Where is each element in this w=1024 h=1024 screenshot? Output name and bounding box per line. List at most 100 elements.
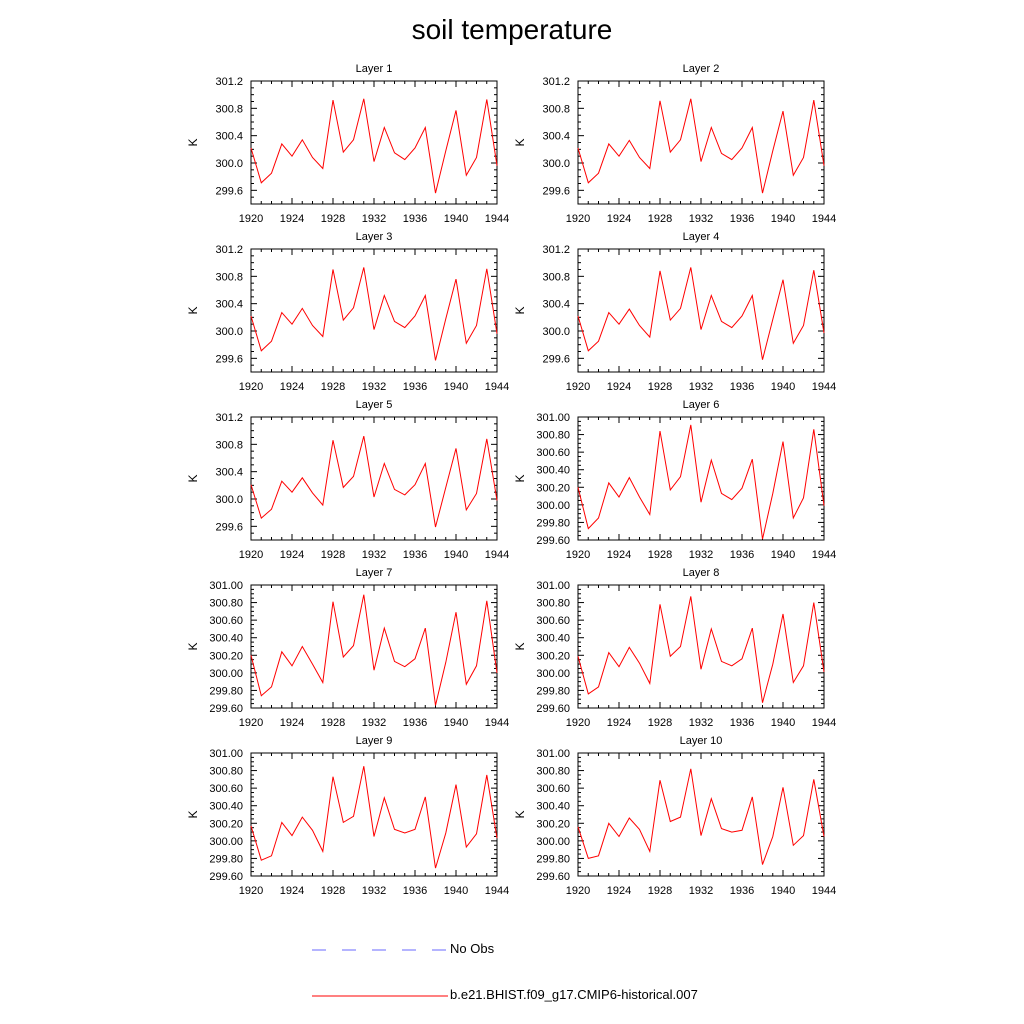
x-tick-label: 1944	[812, 717, 836, 729]
x-tick-label: 1944	[485, 549, 509, 561]
x-tick-label: 1924	[607, 885, 631, 897]
x-tick-label: 1936	[403, 213, 427, 225]
y-tick-label: 299.60	[536, 535, 570, 547]
y-axis-label: K	[513, 306, 527, 314]
x-tick-label: 1920	[566, 885, 590, 897]
x-tick-label: 1944	[485, 213, 509, 225]
legend-swatch-no-obs	[312, 949, 448, 951]
y-tick-label: 300.0	[542, 326, 570, 338]
x-tick-label: 1928	[321, 549, 345, 561]
plot-frame	[577, 248, 825, 373]
legend-item-model: b.e21.BHIST.f09_g17.CMIP6-historical.007	[312, 986, 732, 1006]
panel-title: Layer 3	[356, 231, 393, 243]
x-tick-label: 1932	[689, 717, 713, 729]
x-tick-label: 1920	[239, 381, 263, 393]
series-line	[577, 267, 825, 360]
series-line	[250, 267, 498, 361]
y-tick-label: 300.60	[209, 615, 243, 627]
x-tick-label: 1940	[771, 381, 795, 393]
series-line	[577, 596, 825, 703]
panel-title: Layer 5	[356, 399, 393, 411]
x-tick-label: 1932	[362, 213, 386, 225]
y-tick-label: 300.60	[209, 783, 243, 795]
x-tick-label: 1940	[771, 885, 795, 897]
y-tick-label: 300.00	[209, 668, 243, 680]
y-tick-label: 299.80	[536, 517, 570, 529]
x-tick-label: 1936	[403, 549, 427, 561]
x-tick-label: 1928	[321, 717, 345, 729]
y-tick-label: 301.00	[209, 580, 243, 592]
panel-layer-8: Layer 8 1920 1924 1928 1932 1936 1940 1944 299.6…	[513, 567, 836, 729]
x-tick-label: 1920	[566, 549, 590, 561]
y-tick-label: 300.20	[536, 818, 570, 830]
y-tick-label: 300.60	[536, 783, 570, 795]
y-tick-label: 300.4	[215, 131, 243, 143]
x-tick-label: 1924	[280, 885, 304, 897]
plot-frame	[577, 752, 825, 877]
x-tick-label: 1944	[485, 885, 509, 897]
x-tick-label: 1940	[771, 213, 795, 225]
panel-layer-3: Layer 3 1920 1924 1928 1932 1936 1940 1944 299.6…	[186, 231, 509, 393]
y-axis-label: K	[513, 642, 527, 650]
x-tick-label: 1920	[566, 381, 590, 393]
y-tick-label: 299.6	[215, 353, 243, 365]
y-tick-label: 299.60	[536, 871, 570, 883]
panel-title: Layer 7	[356, 567, 393, 579]
x-tick-label: 1940	[771, 717, 795, 729]
y-tick-label: 301.2	[542, 244, 570, 256]
panel-title: Layer 8	[683, 567, 720, 579]
x-tick-label: 1940	[444, 549, 468, 561]
y-tick-label: 300.60	[536, 447, 570, 459]
x-tick-label: 1928	[648, 381, 672, 393]
x-tick-label: 1932	[689, 885, 713, 897]
panel-title: Layer 9	[356, 735, 393, 747]
panel-title: Layer 1	[356, 63, 393, 75]
y-tick-label: 301.2	[542, 76, 570, 88]
plot-frame	[250, 248, 498, 373]
y-axis-label: K	[186, 474, 200, 482]
y-tick-label: 299.60	[536, 703, 570, 715]
y-tick-label: 300.20	[536, 482, 570, 494]
y-tick-label: 300.20	[536, 650, 570, 662]
series-line	[250, 435, 498, 528]
y-tick-label: 300.4	[542, 131, 570, 143]
x-tick-label: 1924	[280, 549, 304, 561]
x-tick-label: 1944	[812, 885, 836, 897]
y-tick-label: 300.80	[536, 766, 570, 778]
x-tick-label: 1920	[239, 717, 263, 729]
y-tick-label: 299.6	[542, 353, 570, 365]
y-tick-label: 299.60	[209, 703, 243, 715]
panel-layer-7: Layer 7 1920 1924 1928 1932 1936 1940 1944 299.6…	[186, 567, 509, 729]
y-tick-label: 300.80	[209, 598, 243, 610]
y-tick-label: 299.60	[209, 871, 243, 883]
x-tick-label: 1936	[730, 549, 754, 561]
panel-layer-1: Layer 1 1920 1924 1928 1932 1936 1940 1944 299.6…	[186, 63, 509, 225]
legend-swatch-model	[312, 995, 448, 997]
y-tick-label: 300.80	[209, 766, 243, 778]
x-tick-label: 1928	[648, 717, 672, 729]
panel-layer-5: Layer 5 1920 1924 1928 1932 1936 1940 1944 299.6…	[186, 399, 509, 561]
plot-frame	[250, 80, 498, 205]
series-line	[250, 766, 498, 869]
series-line	[577, 768, 825, 865]
y-tick-label: 300.40	[209, 801, 243, 813]
y-tick-label: 300.40	[536, 465, 570, 477]
x-tick-label: 1936	[730, 213, 754, 225]
x-tick-label: 1932	[362, 717, 386, 729]
y-tick-label: 299.80	[209, 685, 243, 697]
x-tick-label: 1928	[648, 885, 672, 897]
x-tick-label: 1924	[280, 717, 304, 729]
x-tick-label: 1944	[812, 381, 836, 393]
y-tick-label: 300.4	[215, 299, 243, 311]
plot-frame	[250, 416, 498, 541]
y-tick-label: 300.8	[542, 271, 570, 283]
panel-title: Layer 10	[680, 735, 723, 747]
x-tick-label: 1928	[648, 549, 672, 561]
y-tick-label: 300.40	[536, 633, 570, 645]
x-tick-label: 1920	[566, 213, 590, 225]
y-tick-label: 299.6	[215, 185, 243, 197]
y-axis-label: K	[186, 810, 200, 818]
x-tick-label: 1944	[485, 717, 509, 729]
panel-layer-2: Layer 2 1920 1924 1928 1932 1936 1940 1944 299.6…	[513, 63, 836, 225]
